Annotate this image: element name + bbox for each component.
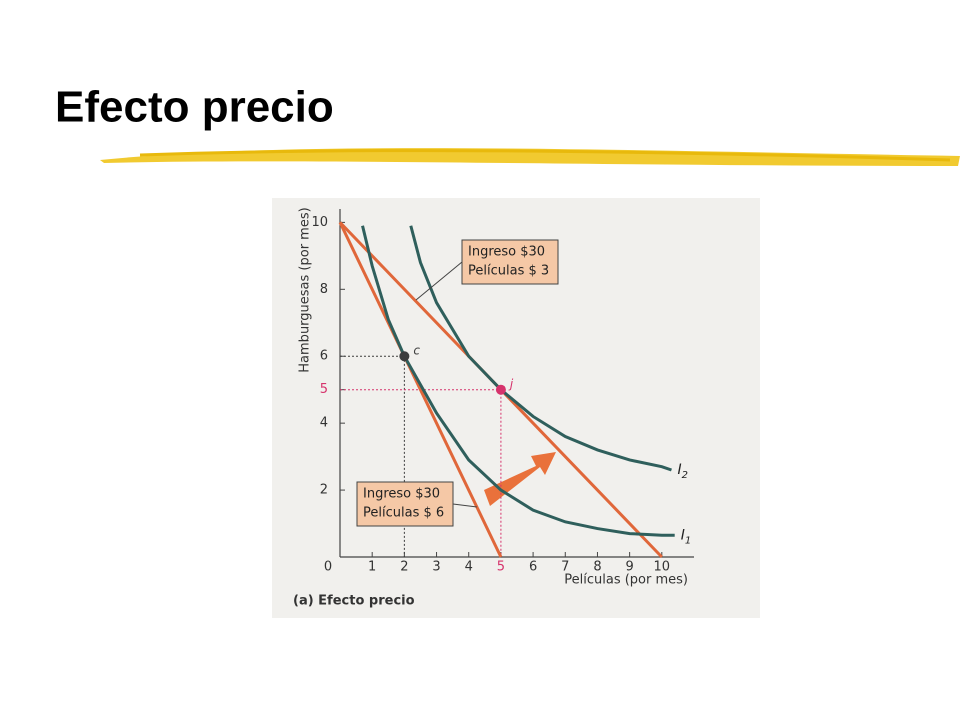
callout-leader xyxy=(415,261,463,301)
x-tick-label: 10 xyxy=(654,560,671,575)
callout-box xyxy=(461,239,559,285)
y-tick-label: 2 xyxy=(320,483,328,498)
y-axis-label: Hamburguesas (por mes) xyxy=(298,207,313,372)
x-tick-label: 5 xyxy=(497,560,505,575)
y-tick-label: 10 xyxy=(311,215,328,230)
point-label: j xyxy=(508,377,514,391)
y-tick-label: 6 xyxy=(320,349,328,364)
callout-text: Películas $ 6 xyxy=(363,506,444,521)
x-tick-label: 6 xyxy=(529,560,537,575)
y-tick-label: 5 xyxy=(320,382,328,397)
x-tick-label: 4 xyxy=(465,560,473,575)
slide-title: Efecto precio xyxy=(55,83,334,132)
x-axis-label: Películas (por mes) xyxy=(564,573,688,588)
point xyxy=(495,384,506,395)
caption: (a) Efecto precio xyxy=(293,594,415,609)
brush-stroke xyxy=(139,149,951,162)
curve-label-subscript: 2 xyxy=(682,470,688,481)
callout-box xyxy=(356,481,454,527)
x-tick-label: 1 xyxy=(368,560,376,575)
indifference-curve xyxy=(361,225,675,537)
y-tick-label: 8 xyxy=(320,282,328,297)
callout-text: Ingreso $30 xyxy=(363,487,440,502)
indifference-curve xyxy=(409,225,672,472)
callout-text: Películas $ 3 xyxy=(468,264,549,279)
curve-label-name: I xyxy=(677,462,681,478)
x-tick-label: 9 xyxy=(625,560,633,575)
curve-label: I1 xyxy=(681,527,692,546)
x-tick-label: 0 xyxy=(324,560,332,575)
callout-leader xyxy=(452,503,478,508)
x-tick-label: 7 xyxy=(561,560,569,575)
x-tick-label: 2 xyxy=(400,560,408,575)
x-tick-label: 3 xyxy=(432,560,440,575)
x-tick-label: 8 xyxy=(593,560,601,575)
curve-label-subscript: 1 xyxy=(685,535,691,546)
curve-label-name: I xyxy=(681,527,685,543)
callout-text: Ingreso $30 xyxy=(468,245,545,260)
point-label: c xyxy=(413,344,420,358)
y-tick-label: 4 xyxy=(320,416,328,431)
curve-label: I2 xyxy=(677,462,688,481)
point xyxy=(399,351,410,362)
budget-line xyxy=(338,221,503,558)
